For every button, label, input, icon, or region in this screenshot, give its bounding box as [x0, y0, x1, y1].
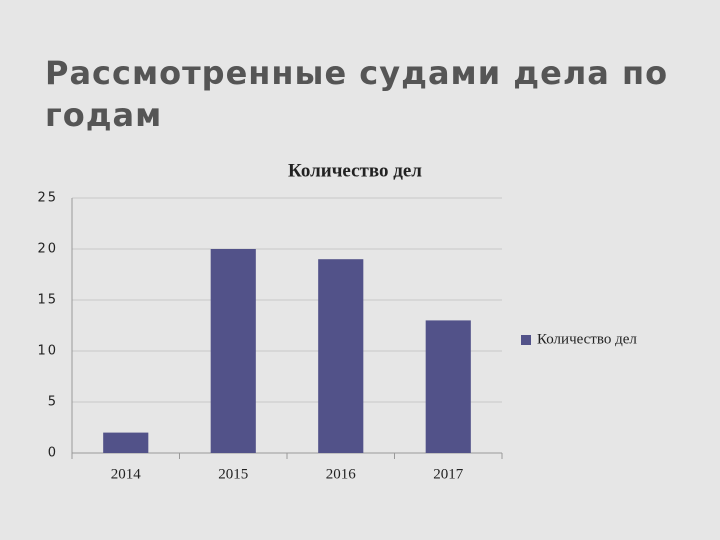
- x-tick-label: 2015: [218, 466, 248, 482]
- y-tick-label: 10: [37, 344, 58, 359]
- legend-swatch: [521, 335, 531, 345]
- chart-title: Количество дел: [288, 160, 422, 181]
- x-tick-label: 2017: [433, 466, 464, 482]
- bar: [318, 259, 364, 453]
- bar: [210, 249, 256, 453]
- legend-label: Количество дел: [537, 331, 637, 347]
- slide-title: Рассмотренные судами дела по годам: [45, 54, 669, 134]
- y-tick-label: 20: [37, 242, 58, 257]
- bar: [103, 432, 149, 453]
- x-tick-label: 2016: [326, 466, 357, 482]
- y-tick-label: 15: [37, 293, 58, 308]
- x-tick-label: 2014: [111, 466, 142, 482]
- y-tick-label: 0: [48, 446, 58, 461]
- bar: [425, 320, 471, 453]
- y-tick-label: 5: [48, 395, 58, 410]
- y-tick-label: 25: [37, 191, 58, 206]
